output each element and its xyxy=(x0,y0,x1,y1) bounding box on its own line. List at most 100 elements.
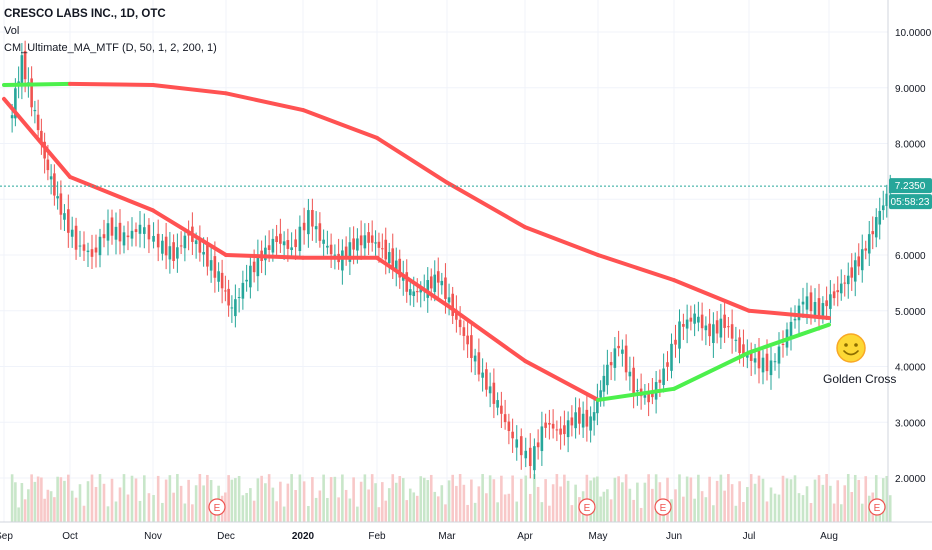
price-tick-label: 10.0000 xyxy=(895,28,932,39)
volume-bar xyxy=(839,504,843,522)
candle-body xyxy=(769,360,773,376)
time-tick-label: Apr xyxy=(517,531,533,542)
volume-bar xyxy=(704,497,708,522)
candle-body xyxy=(742,344,745,356)
volume-bar xyxy=(322,474,325,522)
volume-bar xyxy=(333,476,337,522)
candle-body xyxy=(857,256,861,267)
candle-body xyxy=(462,327,466,336)
volume-bar xyxy=(785,478,789,522)
volume-bar xyxy=(777,494,781,522)
candle-body xyxy=(555,429,559,431)
golden-cross-label: Golden Cross xyxy=(823,372,897,386)
volume-bar xyxy=(436,496,440,522)
candle-body xyxy=(757,350,761,369)
candle-body xyxy=(492,382,496,404)
volume-bar xyxy=(30,474,33,522)
grid xyxy=(0,0,888,522)
candle-body xyxy=(602,375,606,392)
time-axis[interactable]: Sep Oct Nov Dec 2020 Feb Mar Apr May Jun Jul Aug xyxy=(0,531,838,542)
candle-body xyxy=(809,292,813,312)
symbol-title[interactable]: CRESCO LABS INC., 1D, OTC xyxy=(4,8,166,20)
earnings-marker[interactable] xyxy=(578,498,596,516)
candle-body xyxy=(477,352,481,375)
earnings-marker[interactable] xyxy=(868,498,886,516)
volume-bar xyxy=(387,488,391,522)
candle-body xyxy=(412,291,416,296)
candle-body xyxy=(63,213,66,220)
candle-body xyxy=(533,446,536,471)
volume-bar xyxy=(53,497,56,522)
candle-body xyxy=(82,244,86,251)
candle-body xyxy=(59,193,63,215)
candle-body xyxy=(515,439,519,448)
volume-bar xyxy=(426,480,430,522)
time-tick-label: Jun xyxy=(666,531,682,542)
volume-bar xyxy=(836,480,840,522)
candle-body xyxy=(511,431,514,439)
candle-body xyxy=(507,421,511,432)
volume-bar xyxy=(746,487,749,522)
volume-bar xyxy=(275,501,278,522)
candle-body xyxy=(311,209,314,227)
earnings-marker[interactable] xyxy=(654,498,672,516)
volume-bar xyxy=(279,481,282,522)
volume-bar xyxy=(821,484,825,522)
candle-body xyxy=(408,289,412,296)
volume-bar xyxy=(843,485,847,522)
volume-bar xyxy=(143,475,146,522)
candle-body xyxy=(825,300,828,307)
candle-body xyxy=(670,343,673,371)
volume-bar xyxy=(829,485,832,522)
ma50-segment xyxy=(596,386,676,402)
candle-body xyxy=(643,395,647,398)
candle-body xyxy=(544,422,547,428)
volume-legend[interactable]: Vol xyxy=(4,25,20,37)
volume-bar xyxy=(769,487,773,522)
volume-bar xyxy=(326,497,329,522)
volume-bar xyxy=(685,476,689,522)
volume-bar xyxy=(156,475,160,522)
candle-body xyxy=(458,319,462,328)
ma50-segment xyxy=(151,208,228,257)
candle-body xyxy=(249,265,252,288)
volume-bar xyxy=(337,497,340,522)
candle-body xyxy=(394,260,398,272)
volume-bar xyxy=(202,485,205,522)
candle-body xyxy=(592,412,596,421)
volume-bar xyxy=(466,504,469,522)
volume-bar xyxy=(377,507,381,522)
candle-body xyxy=(730,324,734,339)
volume-bar xyxy=(367,489,370,522)
volume-bar xyxy=(114,501,118,522)
candle-body xyxy=(344,246,348,259)
candle-body xyxy=(801,301,805,305)
candle-body xyxy=(793,318,797,321)
candle-body xyxy=(202,251,205,255)
candle-body xyxy=(839,283,843,294)
volume-bar xyxy=(46,489,50,522)
volume-bar xyxy=(90,474,94,522)
candle-body xyxy=(220,272,224,289)
volume-bar xyxy=(500,475,503,522)
volume-bar xyxy=(528,493,532,522)
candle-body xyxy=(466,335,469,345)
indicator-legend[interactable]: CM_Ultimate_MA_MTF (D, 50, 1, 2, 200, 1) xyxy=(4,42,217,54)
volume-bar xyxy=(654,474,658,522)
candle-body xyxy=(33,109,37,112)
earnings-marker[interactable] xyxy=(208,498,226,516)
candle-body xyxy=(234,299,237,317)
volume-bar xyxy=(241,495,245,522)
smiley-face-icon xyxy=(836,333,866,363)
candle-body xyxy=(405,272,409,292)
volume-bar xyxy=(412,492,416,522)
volume-bar xyxy=(624,474,628,522)
volume-bar xyxy=(488,475,492,522)
candle-body xyxy=(143,227,146,234)
candle-body xyxy=(715,320,719,334)
volume-bar xyxy=(394,482,398,522)
ma200-segment xyxy=(68,81,155,87)
candle-body xyxy=(426,280,430,298)
